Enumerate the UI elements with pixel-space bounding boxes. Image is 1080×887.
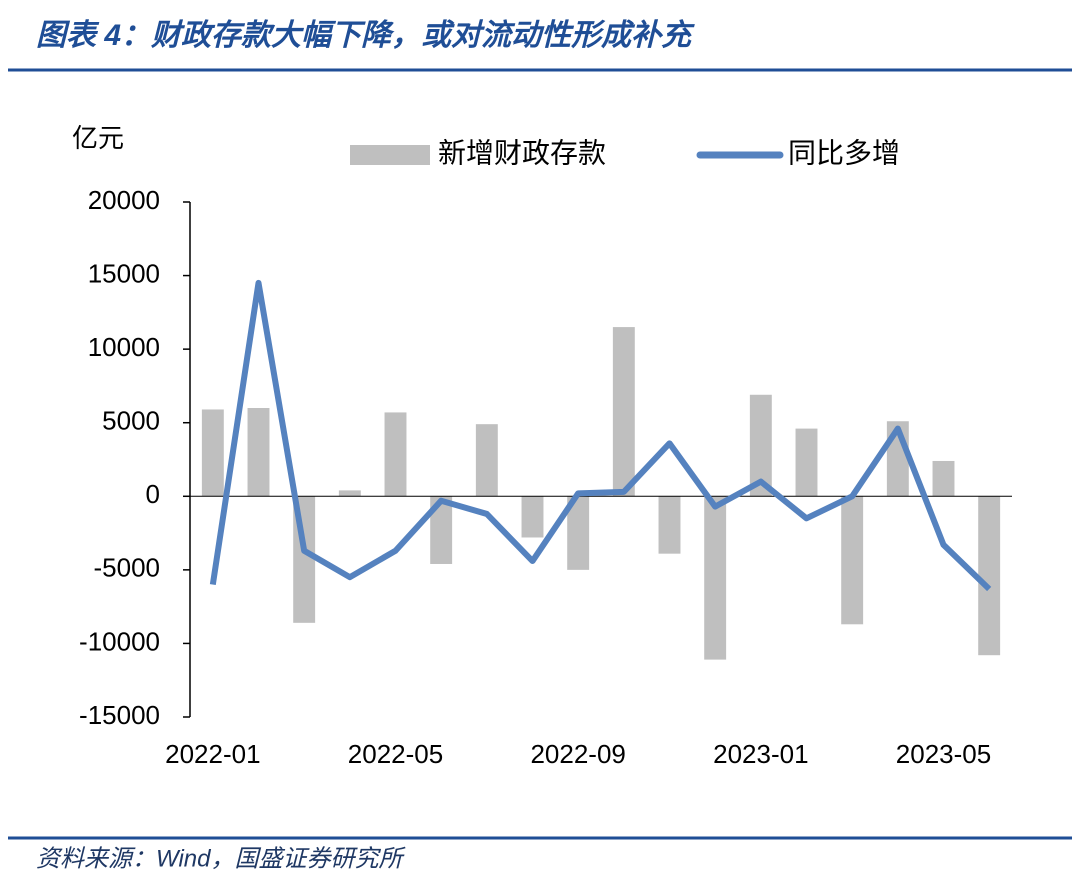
bar — [201, 409, 224, 497]
line — [209, 279, 992, 592]
bar — [932, 460, 955, 497]
x-tick-label: 2022-09 — [530, 739, 625, 769]
y-tick-label: 0 — [146, 479, 160, 509]
y-tick-label: 15000 — [88, 258, 160, 288]
x-tick-label: 2023-05 — [896, 739, 991, 769]
bar — [978, 496, 1001, 656]
bar — [749, 394, 772, 497]
bar — [475, 424, 498, 497]
y-tick-label: 10000 — [88, 332, 160, 362]
y-tick-label: 5000 — [102, 406, 160, 436]
bar — [521, 496, 544, 538]
bar — [338, 490, 361, 497]
bar — [795, 428, 818, 497]
y-tick-label: 20000 — [88, 185, 160, 215]
bar — [704, 496, 727, 660]
bar — [384, 412, 407, 497]
page-title: 图表 4：财政存款大幅下降，或对流动性形成补充 — [36, 19, 695, 52]
bar — [612, 327, 635, 497]
y-axis-label: 亿元 — [72, 123, 124, 153]
bar — [841, 496, 864, 625]
x-tick-label: 2022-05 — [348, 739, 443, 769]
legend-label: 同比多增 — [788, 137, 900, 168]
source: 资料来源：Wind，国盛证券研究所 — [36, 845, 406, 872]
bar — [658, 496, 681, 554]
bar — [247, 408, 270, 497]
y-tick-label: -15000 — [79, 700, 160, 730]
legend-label: 新增财政存款 — [438, 137, 606, 168]
y-tick-label: -10000 — [79, 626, 160, 656]
bar — [567, 496, 590, 570]
x-tick-label: 2022-01 — [165, 739, 260, 769]
bar — [430, 496, 453, 564]
legend-swatch — [350, 145, 430, 165]
x-tick-label: 2023-01 — [713, 739, 808, 769]
y-tick-label: -5000 — [94, 553, 161, 583]
